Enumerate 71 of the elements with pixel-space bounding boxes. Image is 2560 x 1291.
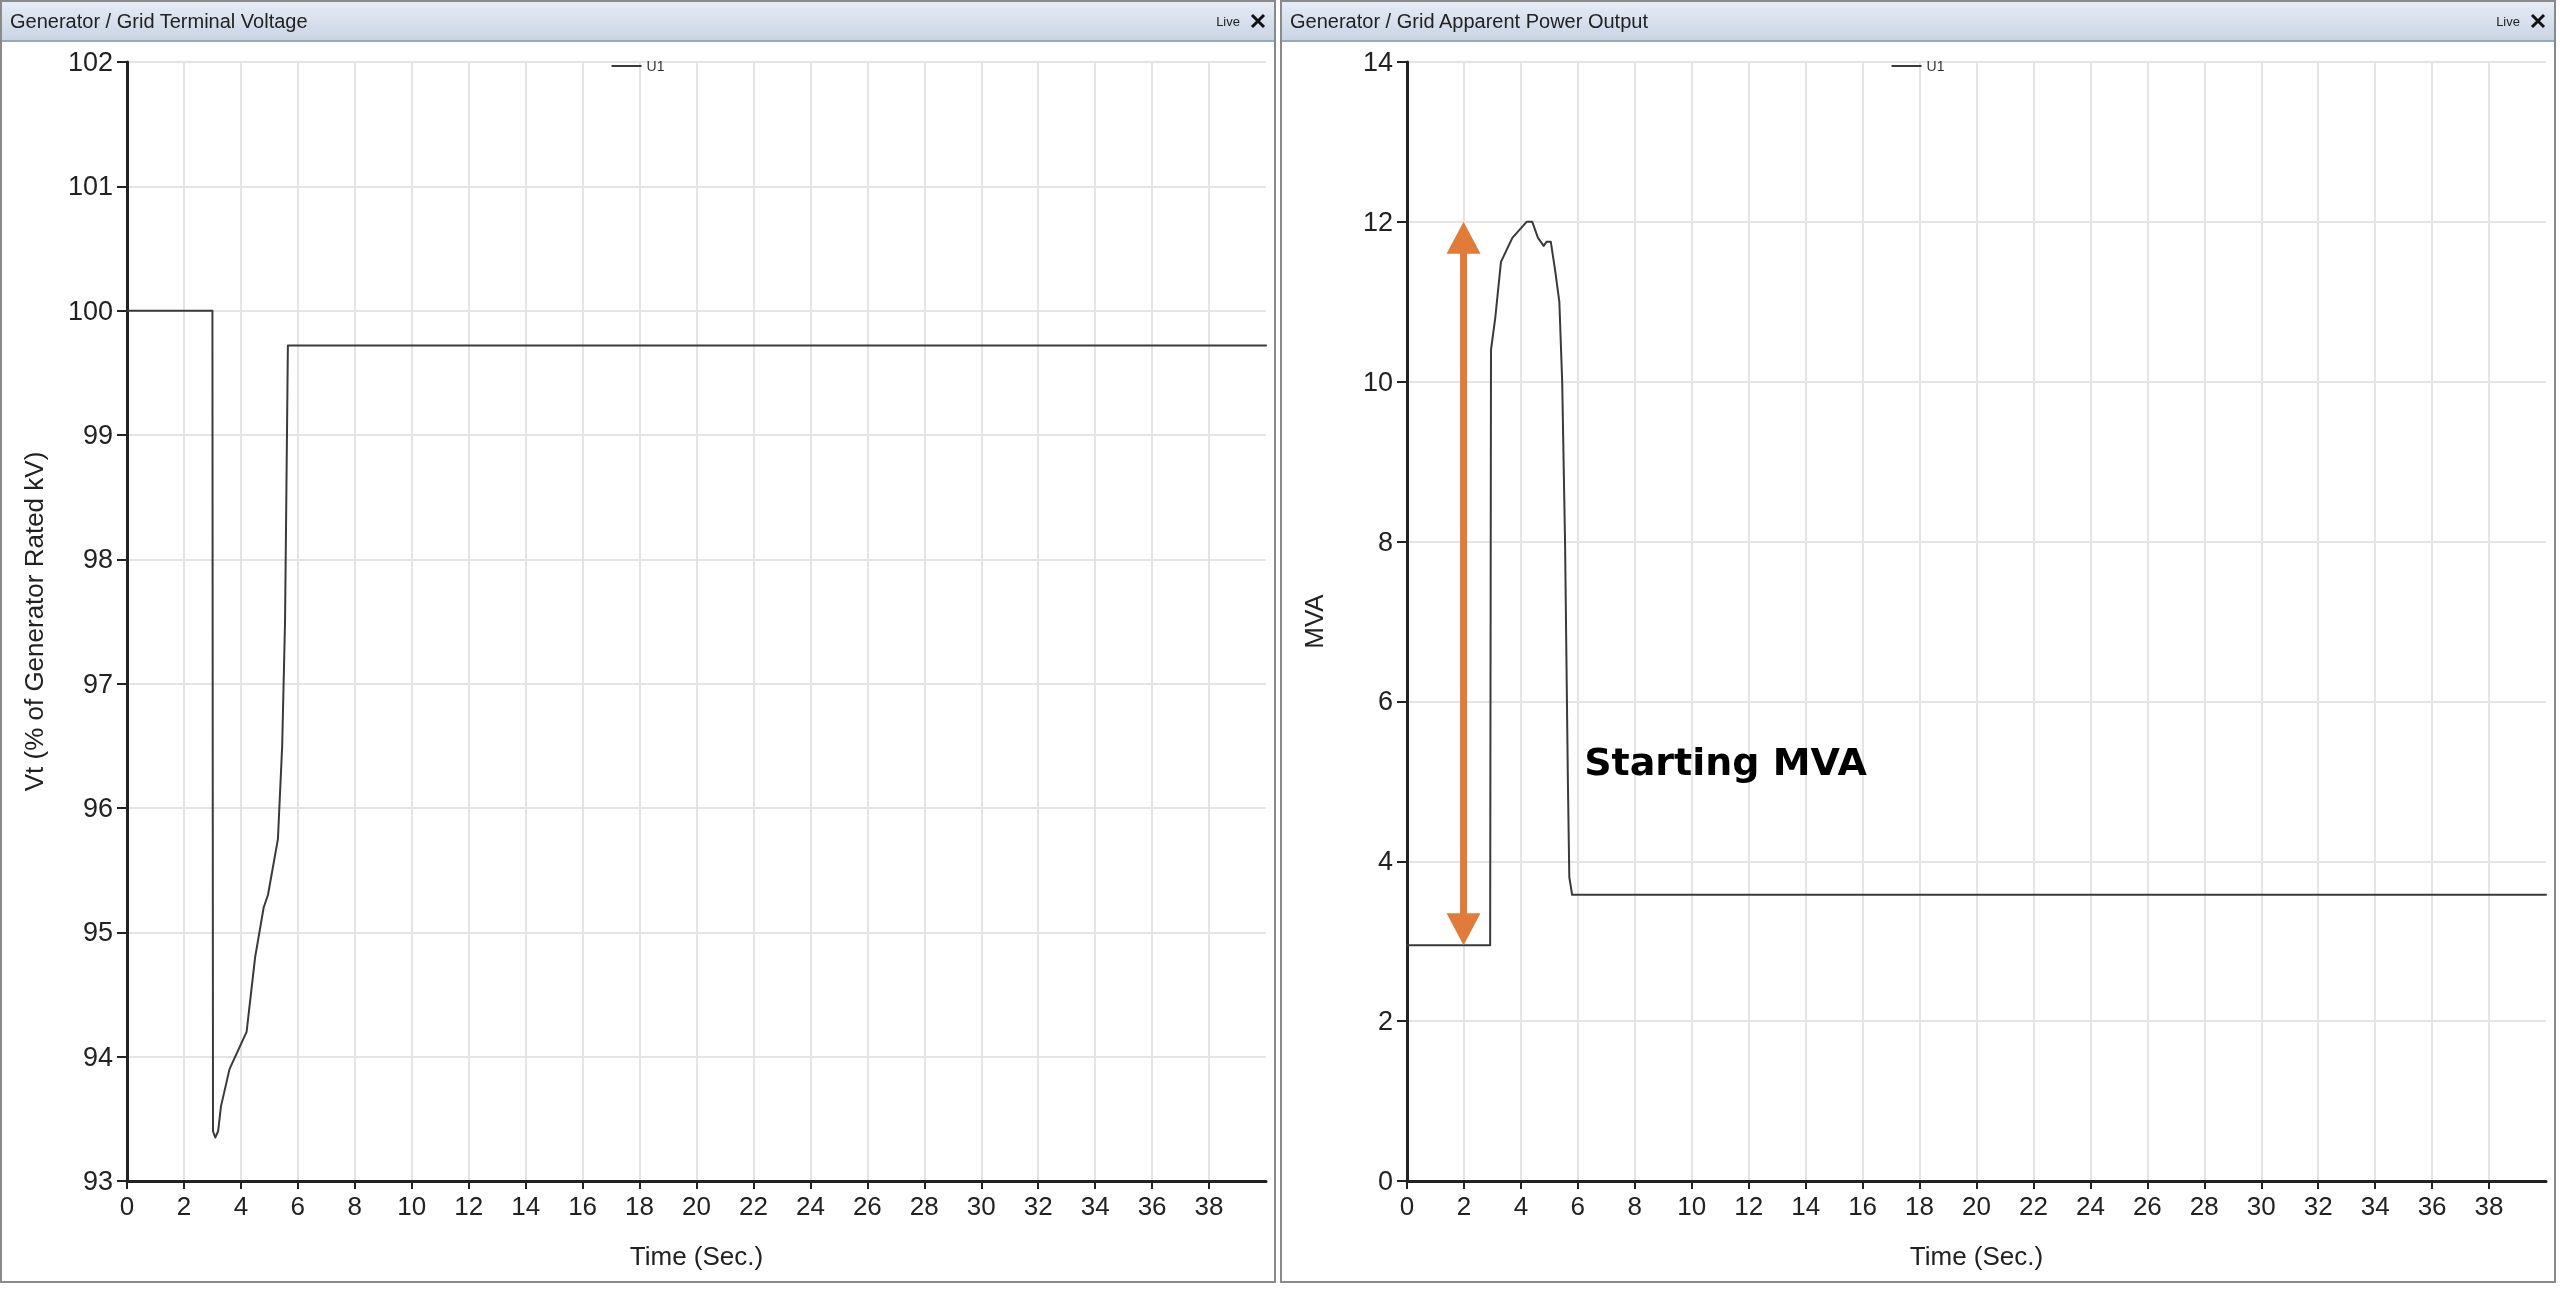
x-tick-label: 32 [2303,1191,2333,1221]
x-tick-label: 0 [119,1191,135,1221]
y-tick-label: 94 [82,1041,113,1072]
x-tick-label: 10 [397,1191,427,1221]
y-tick-label: 99 [82,420,113,450]
x-tick-label: 0 [1399,1191,1415,1221]
x-tick-label: 26 [2132,1191,2162,1221]
line-series [1406,220,2547,947]
y-tick-label: 2 [1377,1006,1393,1037]
y-tick-label: 97 [82,668,113,699]
x-tick-label: 30 [2246,1191,2276,1221]
x-tick-label: 22 [738,1191,768,1221]
y-tick-label: 101 [67,171,113,202]
annotation: Starting MVA [1584,740,1867,785]
x-tick-label: 16 [568,1191,598,1221]
y-tick-label: 0 [1377,1166,1393,1196]
x-tick-label: 14 [1791,1191,1821,1221]
x-tick-label: 14 [511,1191,541,1221]
x-tick-label: 8 [1627,1191,1643,1221]
y-tick-label: 12 [1362,206,1393,237]
x-tick-label: 6 [290,1191,306,1221]
x-tick-label: 36 [2417,1191,2447,1221]
x-tick-label: 2 [176,1191,192,1221]
x-tick-label: 4 [1513,1191,1529,1221]
y-tick-label: 6 [1377,686,1393,717]
y-tick-label: 4 [1377,846,1393,877]
x-tick-label: 38 [2474,1191,2504,1221]
y-tick-label: 95 [82,917,113,948]
x-tick-label: 10 [1677,1191,1707,1221]
line-series [126,309,1267,1139]
x-tick-label: 20 [682,1191,711,1221]
x-tick-label: 16 [1848,1191,1878,1221]
y-tick-label: 98 [82,544,113,575]
legend-label: U1 [646,58,665,74]
y-tick-label: 93 [82,1166,113,1196]
x-tick-label: 2 [1456,1191,1472,1221]
x-tick-label: 24 [795,1191,825,1221]
x-tick-label: 26 [852,1191,882,1221]
chart-title: Generator / Grid Apparent Power Output [1290,9,1649,33]
legend-label: U1 [1926,58,1945,74]
x-tick-label: 6 [1570,1191,1586,1221]
x-tick-label: 12 [1734,1191,1764,1221]
x-tick-label: 30 [966,1191,996,1221]
x-axis-title: Time (Sec.) [629,1241,764,1271]
text: Live [1216,13,1240,29]
x-tick-label: 18 [625,1191,655,1221]
x-tick-label: 18 [1905,1191,1935,1221]
y-axis-title: MVA [1299,593,1329,649]
x-tick-label: 34 [1080,1191,1110,1221]
y-axis-title: Vt (% of Generator Rated kV) [19,451,49,792]
x-tick-label: 28 [909,1191,939,1221]
y-tick-label: 10 [1362,366,1393,397]
x-tick-label: 36 [1137,1191,1167,1221]
x-tick-label: 28 [2189,1191,2219,1221]
text: Live [2496,13,2520,29]
y-tick-label: 102 [67,47,113,77]
x-tick-label: 20 [1962,1191,1991,1221]
chart-title: Generator / Grid Terminal Voltage [10,9,309,33]
x-tick-label: 38 [1194,1191,1224,1221]
x-tick-label: 24 [2075,1191,2105,1221]
y-tick-label: 96 [82,793,113,823]
y-tick-label: 100 [67,295,113,326]
y-tick-label: 14 [1362,47,1393,77]
x-tick-label: 12 [454,1191,484,1221]
y-tick-label: 8 [1377,526,1393,557]
x-tick-label: 8 [347,1191,363,1221]
x-tick-label: 34 [2360,1191,2390,1221]
x-tick-label: 4 [233,1191,249,1221]
x-tick-label: 22 [2018,1191,2048,1221]
x-tick-label: 32 [1023,1191,1053,1221]
x-axis-title: Time (Sec.) [1909,1241,2044,1271]
